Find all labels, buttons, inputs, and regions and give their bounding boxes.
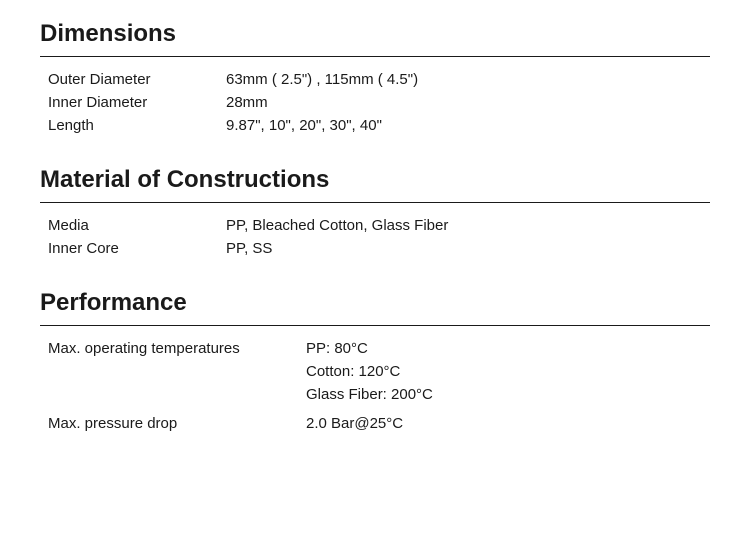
spec-row: Inner Diameter 28mm — [40, 94, 710, 111]
spec-row: Media PP, Bleached Cotton, Glass Fiber — [40, 217, 710, 234]
dimensions-title: Dimensions — [40, 20, 710, 57]
spec-label: Inner Core — [48, 240, 226, 257]
spec-value-multi: PP: 80°C Cotton: 120°C Glass Fiber: 200°… — [306, 340, 433, 409]
spec-label: Max. pressure drop — [48, 415, 306, 432]
spec-value: 9.87", 10", 20", 30", 40" — [226, 117, 382, 134]
material-section: Material of Constructions Media PP, Blea… — [40, 166, 710, 257]
spec-value-line: Glass Fiber: 200°C — [306, 386, 433, 403]
spec-row: Inner Core PP, SS — [40, 240, 710, 257]
dimensions-section: Dimensions Outer Diameter 63mm ( 2.5") ,… — [40, 20, 710, 134]
spec-row: Max. operating temperatures PP: 80°C Cot… — [40, 340, 710, 409]
performance-title: Performance — [40, 289, 710, 326]
spec-label: Inner Diameter — [48, 94, 226, 111]
spec-value-line: Cotton: 120°C — [306, 363, 433, 380]
spec-value: 2.0 Bar@25°C — [306, 415, 403, 432]
spec-value-line: PP: 80°C — [306, 340, 433, 357]
spec-row: Length 9.87", 10", 20", 30", 40" — [40, 117, 710, 134]
spec-row: Outer Diameter 63mm ( 2.5") , 115mm ( 4.… — [40, 71, 710, 88]
spec-value: PP, SS — [226, 240, 272, 257]
material-title: Material of Constructions — [40, 166, 710, 203]
performance-section: Performance Max. operating temperatures … — [40, 289, 710, 432]
spec-row: Max. pressure drop 2.0 Bar@25°C — [40, 415, 710, 432]
spec-label: Media — [48, 217, 226, 234]
spec-label: Outer Diameter — [48, 71, 226, 88]
spec-label: Max. operating temperatures — [48, 340, 306, 409]
spec-value: 63mm ( 2.5") , 115mm ( 4.5") — [226, 71, 418, 88]
spec-value: PP, Bleached Cotton, Glass Fiber — [226, 217, 448, 234]
spec-value: 28mm — [226, 94, 268, 111]
spec-label: Length — [48, 117, 226, 134]
